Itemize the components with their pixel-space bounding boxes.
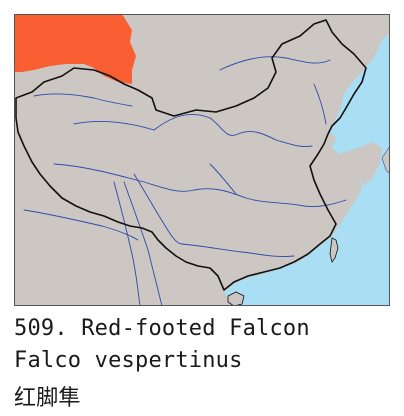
- river-heilong: [219, 56, 331, 71]
- river-brahmaputra: [23, 209, 139, 241]
- island-korea: [358, 142, 382, 186]
- river-salween: [113, 181, 141, 306]
- scientific-name: Falco vespertinus: [14, 348, 243, 373]
- island-japan: [381, 145, 390, 175]
- river-yangtze: [53, 163, 347, 207]
- river-songhua: [313, 83, 327, 125]
- island-hainan: [227, 291, 245, 306]
- island-taiwan: [329, 237, 339, 263]
- river-pearl: [181, 243, 295, 257]
- range-area: [14, 14, 136, 84]
- range-map: [14, 14, 390, 306]
- species-number: 509.: [14, 316, 68, 341]
- river-yellow: [73, 114, 313, 147]
- species-title: 509. Red-footed Falcon: [14, 316, 310, 341]
- river-mekong: [123, 181, 163, 306]
- chinese-name: 红脚隼: [14, 386, 81, 411]
- river-tarim: [33, 93, 133, 107]
- country-border: [15, 19, 367, 291]
- map-frame: [14, 14, 390, 306]
- rivers: [23, 56, 347, 306]
- common-name: Red-footed Falcon: [81, 316, 310, 341]
- river-han: [209, 163, 237, 195]
- land-mass: [14, 14, 390, 306]
- river-jinsha: [133, 173, 183, 245]
